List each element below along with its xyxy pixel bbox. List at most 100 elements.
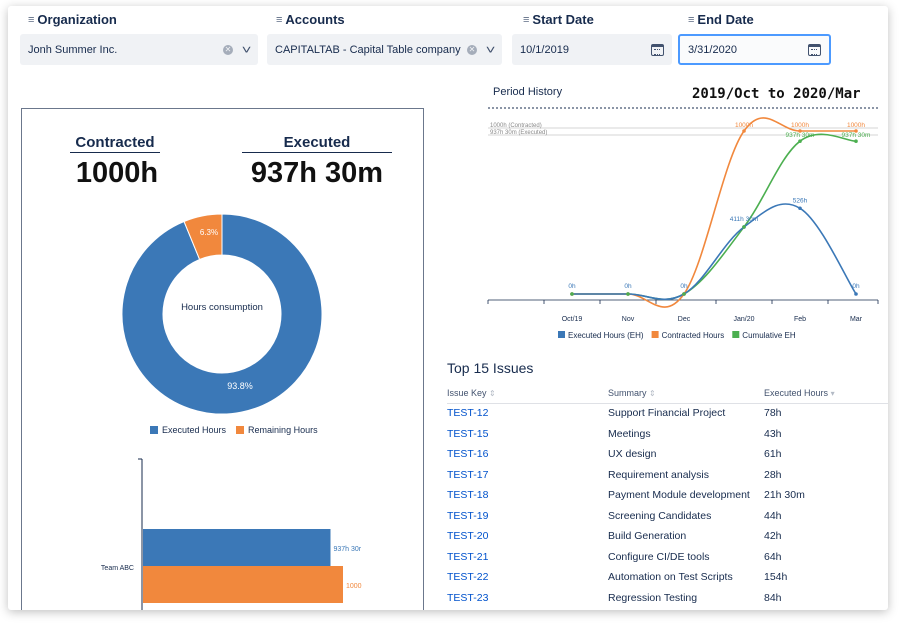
calendar-icon[interactable] — [808, 43, 821, 56]
donut-executed-pct: 93.8% — [227, 381, 253, 391]
issue-key-link[interactable]: TEST-12 — [447, 407, 489, 419]
chevron-down-icon[interactable]: ˅ — [241, 42, 252, 57]
accounts-value: CAPITALTAB - Capital Table company — [275, 43, 461, 56]
table-row[interactable]: TEST-23 Regression Testing 84h — [447, 592, 888, 610]
ref-label-contracted: 1000h (Contracted) — [490, 123, 542, 129]
table-row[interactable]: TEST-21 Configure CI/DE tools 64h — [447, 551, 888, 571]
x-tick-label: Mar — [850, 316, 863, 323]
bar-executed — [143, 529, 331, 566]
data-label: 937h 30m — [842, 132, 871, 139]
issue-summary: Payment Module development — [608, 489, 750, 501]
issue-hours: 84h — [764, 592, 782, 604]
table-row[interactable]: TEST-16 UX design 61h — [447, 448, 888, 468]
col-executed-hours[interactable]: Executed Hours ▾ — [764, 388, 835, 398]
table-row[interactable]: TEST-15 Meetings 43h — [447, 428, 888, 448]
end-date-filter-label: ≡ End Date — [688, 12, 754, 27]
filter-icon: ≡ — [688, 13, 695, 26]
bar-contracted — [143, 566, 343, 603]
sort-icon[interactable]: ⇕ — [649, 389, 656, 398]
start-date-input[interactable]: 10/1/2019 — [512, 34, 672, 65]
table-row[interactable]: TEST-17 Requirement analysis 28h — [447, 469, 888, 489]
chart-legend: Executed Hours (EH) Contracted Hours Cumul… — [558, 331, 796, 340]
table-row[interactable]: TEST-18 Payment Module development 21h 30m — [447, 489, 888, 509]
sort-icon[interactable]: ⇕ — [489, 389, 496, 398]
issue-summary: UX design — [608, 448, 657, 460]
issue-summary: Requirement analysis — [608, 469, 709, 481]
table-row[interactable]: TEST-20 Build Generation 42h — [447, 530, 888, 550]
team-bar-chart: 937h 30r 1000 Team ABC — [101, 458, 362, 610]
data-label: 1000h — [847, 122, 865, 129]
organization-filter-label: ≡ Organization — [28, 12, 117, 27]
data-label: 411h 30m — [730, 216, 758, 223]
organization-label-text: Organization — [37, 12, 117, 27]
col-executed-hours-label: Executed Hours — [764, 388, 829, 398]
table-row[interactable]: TEST-12 Support Financial Project 78h — [447, 407, 888, 427]
data-label: 0h — [852, 283, 860, 290]
data-label: 1000h — [735, 122, 753, 129]
legend-remaining-hours: Remaining Hours — [248, 425, 318, 435]
col-issue-key[interactable]: Issue Key ⇕ — [447, 388, 496, 398]
end-date-input[interactable]: 3/31/2020 — [678, 34, 831, 65]
clear-icon[interactable]: ✕ — [222, 44, 233, 55]
donut-executed-slice — [121, 213, 323, 415]
organization-select[interactable]: Jonh Summer Inc. ✕ ˅ — [20, 34, 258, 65]
legend-swatch — [732, 331, 740, 338]
issue-key-link[interactable]: TEST-22 — [447, 571, 489, 583]
legend-swatch — [651, 331, 659, 338]
col-summary-label: Summary — [608, 388, 647, 398]
calendar-icon[interactable] — [651, 43, 664, 56]
legend-label: Executed Hours (EH) — [568, 331, 644, 340]
accounts-filter-label: ≡ Accounts — [276, 12, 345, 27]
issue-hours: 21h 30m — [764, 489, 805, 501]
issue-hours: 61h — [764, 448, 782, 460]
chevron-down-icon[interactable]: ˅ — [485, 42, 496, 57]
issue-key-link[interactable]: TEST-16 — [447, 448, 489, 460]
issue-key-link[interactable]: TEST-15 — [447, 428, 489, 440]
issue-summary: Automation on Test Scripts — [608, 571, 733, 583]
data-label: 526h — [793, 197, 808, 204]
issue-key-link[interactable]: TEST-20 — [447, 530, 489, 542]
issue-key-link[interactable]: TEST-19 — [447, 510, 489, 522]
issue-key-link[interactable]: TEST-23 — [447, 592, 489, 604]
issues-title: Top 15 Issues — [447, 360, 534, 376]
table-header-divider — [447, 403, 888, 404]
issue-hours: 78h — [764, 407, 782, 419]
data-point — [742, 225, 746, 229]
data-point — [570, 292, 574, 296]
end-date-label-text: End Date — [697, 12, 754, 27]
bar-contracted-label: 1000 — [346, 583, 362, 590]
data-label: 0h — [680, 283, 688, 290]
period-history-title: Period History — [493, 86, 563, 98]
donut-remaining-slice — [183, 213, 223, 261]
series-line — [571, 117, 856, 308]
executed-label: Executed — [242, 134, 392, 153]
issue-summary: Build Generation — [608, 530, 687, 542]
dashboard-window: ≡ Organization ≡ Accounts ≡ Start Date ≡ End… — [8, 6, 888, 610]
issue-key-link[interactable]: TEST-18 — [447, 489, 489, 501]
accounts-select[interactable]: CAPITALTAB - Capital Table company ✕ ˅ — [267, 34, 502, 65]
data-point — [798, 206, 802, 211]
issue-summary: Meetings — [608, 428, 651, 440]
start-date-value: 10/1/2019 — [520, 43, 569, 56]
issue-hours: 28h — [764, 469, 782, 481]
col-summary[interactable]: Summary ⇕ — [608, 388, 656, 398]
legend-executed-hours: Executed Hours — [162, 425, 227, 435]
issue-key-link[interactable]: TEST-17 — [447, 469, 489, 481]
table-row[interactable]: TEST-19 Screening Candidates 44h — [447, 510, 888, 530]
end-date-value: 3/31/2020 — [688, 43, 737, 56]
table-row[interactable]: TEST-22 Automation on Test Scripts 154h — [447, 571, 888, 591]
x-tick-label: Feb — [794, 316, 806, 323]
issue-summary: Support Financial Project — [608, 407, 726, 419]
contracted-label: Contracted — [70, 134, 160, 153]
donut-remaining-pct: 6.3% — [200, 228, 218, 237]
legend-label: Cumulative EH — [742, 331, 796, 340]
sort-desc-icon[interactable]: ▾ — [830, 389, 835, 398]
issue-summary: Screening Candidates — [608, 510, 712, 522]
executed-value: 937h 30m — [250, 157, 384, 189]
organization-value: Jonh Summer Inc. — [28, 43, 118, 56]
clear-icon[interactable]: ✕ — [466, 44, 477, 55]
donut-center-label: Hours consumption — [181, 302, 263, 313]
contracted-value: 1000h — [75, 157, 159, 189]
issue-key-link[interactable]: TEST-21 — [447, 551, 489, 563]
issue-hours: 42h — [764, 530, 782, 542]
